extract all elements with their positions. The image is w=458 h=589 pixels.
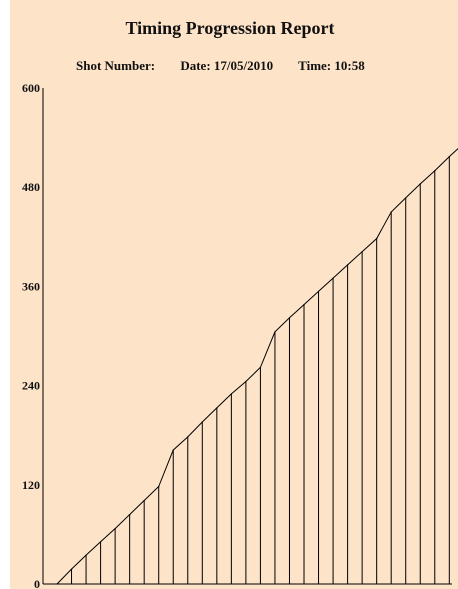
report-info-line: Shot Number: Date: 17/05/2010 Time: 10:5… [76, 58, 365, 74]
time-label: Time: 10:58 [298, 58, 365, 73]
data-point [99, 541, 102, 543]
data-point [434, 170, 436, 172]
data-point [201, 421, 203, 423]
data-point [419, 183, 421, 185]
data-point [259, 366, 262, 369]
data-point [361, 251, 363, 253]
data-point [405, 197, 407, 199]
data-point [230, 393, 232, 395]
y-tick-label: 600 [22, 81, 40, 95]
y-tick-label: 0 [34, 577, 40, 589]
data-point [129, 513, 131, 516]
data-point [274, 331, 276, 333]
data-point [85, 554, 87, 556]
data-point [143, 499, 145, 502]
data-point [390, 211, 392, 213]
data-point [172, 449, 174, 451]
shot-number-label: Shot Number: [76, 58, 156, 73]
data-point [347, 264, 349, 266]
data-point [332, 277, 334, 279]
y-tick-label: 120 [22, 478, 40, 492]
data-point [303, 303, 305, 306]
y-tick-label: 480 [22, 180, 40, 194]
data-point [187, 436, 189, 438]
data-point [317, 290, 320, 292]
data-point [376, 237, 378, 240]
data-point [288, 317, 291, 319]
data-point [114, 528, 116, 530]
y-tick-label: 240 [22, 379, 40, 393]
data-point [56, 583, 58, 585]
data-point [70, 568, 73, 570]
progression-line [56, 148, 458, 585]
data-point [158, 485, 160, 488]
data-point [448, 156, 450, 158]
date-label: Date: 17/05/2010 [180, 58, 274, 73]
y-tick-label: 360 [22, 279, 40, 293]
report-panel: Timing Progression Report Shot Number: D… [10, 0, 458, 589]
data-point [216, 407, 218, 409]
data-point [245, 380, 247, 383]
report-title: Timing Progression Report [125, 18, 335, 38]
